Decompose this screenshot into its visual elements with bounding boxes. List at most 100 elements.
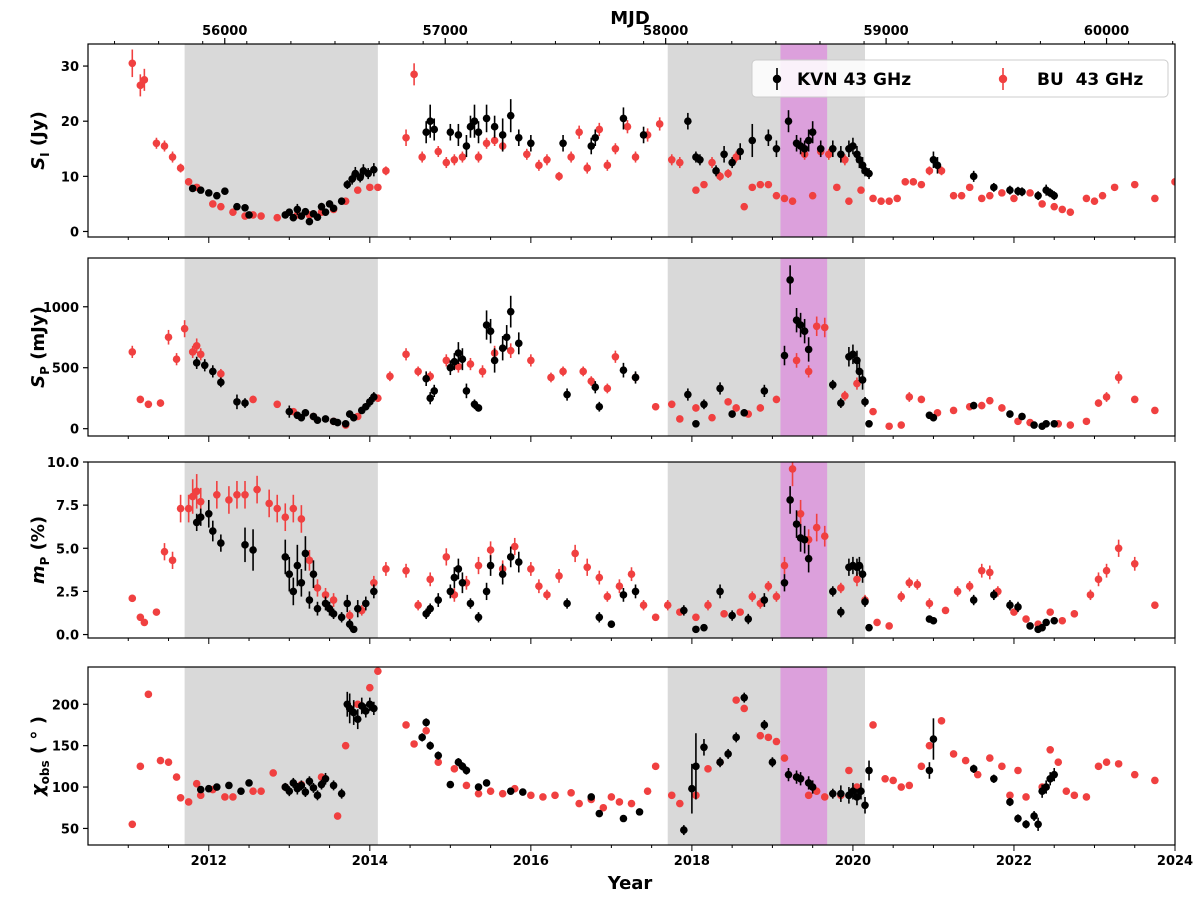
data-point-bu bbox=[611, 352, 620, 361]
data-point-bu bbox=[897, 421, 906, 429]
data-point-kvn bbox=[760, 721, 769, 729]
data-point-kvn bbox=[209, 527, 217, 535]
top-axis-ticks: 56000 57000 58000 59000 60000 bbox=[114, 24, 1174, 44]
data-point-kvn bbox=[688, 784, 696, 793]
data-point-bu bbox=[442, 158, 451, 167]
legend-label-kvn: KVN 43 GHz bbox=[797, 70, 911, 90]
data-point-bu bbox=[655, 120, 664, 128]
data-point-bu bbox=[724, 398, 732, 406]
data-point-kvn bbox=[680, 606, 688, 615]
data-point-bu bbox=[571, 549, 579, 558]
data-point-kvn bbox=[341, 420, 350, 428]
top-axis-label: MJD bbox=[610, 8, 650, 29]
y-axis-label-main: χ bbox=[28, 783, 49, 797]
data-point-bu bbox=[740, 704, 749, 713]
data-point-kvn bbox=[321, 415, 330, 423]
data-point-bu bbox=[160, 142, 169, 150]
data-point-bu bbox=[442, 356, 451, 365]
data-point-kvn bbox=[506, 307, 515, 316]
data-point-bu bbox=[1006, 791, 1014, 800]
data-point-kvn bbox=[837, 399, 845, 407]
data-point-bu bbox=[156, 756, 165, 765]
y-tick-label: 1000 bbox=[43, 301, 79, 316]
data-point-bu bbox=[281, 513, 290, 522]
data-point-kvn bbox=[929, 616, 938, 625]
data-point-bu bbox=[1066, 208, 1075, 216]
data-point-bu bbox=[506, 346, 515, 355]
data-point-bu bbox=[180, 324, 189, 333]
data-point-bu bbox=[1082, 793, 1091, 801]
data-point-bu bbox=[229, 793, 237, 801]
data-point-bu bbox=[414, 367, 422, 376]
data-point-bu bbox=[434, 758, 443, 767]
x-tick-label: 2018 bbox=[674, 854, 710, 869]
data-point-bu bbox=[474, 561, 483, 570]
data-point-kvn bbox=[349, 625, 358, 634]
data-point-bu bbox=[788, 197, 797, 205]
data-point-bu bbox=[732, 404, 740, 412]
data-point-kvn bbox=[1026, 622, 1034, 630]
data-point-bu bbox=[1086, 591, 1095, 599]
data-point-kvn bbox=[1018, 187, 1026, 196]
y-tick-label: 200 bbox=[52, 698, 79, 713]
data-point-kvn bbox=[1050, 616, 1059, 625]
data-point-bu bbox=[527, 565, 535, 573]
data-point-kvn bbox=[361, 599, 370, 608]
data-point-kvn bbox=[426, 604, 435, 613]
data-point-bu bbox=[551, 791, 559, 800]
data-point-kvn bbox=[430, 125, 439, 134]
data-point-bu bbox=[543, 591, 551, 599]
data-point-kvn bbox=[426, 394, 435, 403]
data-point-kvn bbox=[506, 553, 515, 561]
data-point-bu bbox=[241, 490, 249, 499]
x-tick-label: 2020 bbox=[835, 854, 871, 869]
data-point-bu bbox=[329, 596, 338, 604]
data-point-bu bbox=[225, 496, 233, 504]
data-point-kvn bbox=[990, 774, 998, 783]
data-point-bu bbox=[611, 144, 620, 153]
data-point-bu bbox=[168, 556, 177, 565]
data-point-kvn bbox=[595, 402, 604, 411]
data-point-bu bbox=[1058, 616, 1067, 625]
data-point-bu bbox=[676, 158, 684, 167]
data-point-bu bbox=[450, 765, 459, 773]
data-point-kvn bbox=[760, 596, 769, 604]
data-point-bu bbox=[607, 793, 616, 801]
data-point-kvn bbox=[748, 136, 757, 145]
data-point-bu bbox=[128, 594, 137, 603]
data-point-bu bbox=[603, 592, 612, 601]
data-point-bu bbox=[341, 741, 350, 750]
data-point-kvn bbox=[301, 409, 310, 417]
data-point-kvn bbox=[321, 599, 330, 608]
data-point-bu bbox=[366, 683, 374, 692]
data-point-kvn bbox=[728, 158, 736, 167]
data-point-bu bbox=[772, 395, 781, 404]
data-point-kvn bbox=[712, 167, 720, 175]
data-point-bu bbox=[973, 770, 982, 779]
data-point-bu bbox=[949, 750, 958, 758]
data-point-bu bbox=[209, 200, 217, 208]
data-point-bu bbox=[708, 158, 716, 167]
data-point-bu bbox=[986, 754, 994, 762]
data-point-bu bbox=[965, 582, 974, 591]
data-point-bu bbox=[152, 608, 161, 616]
data-point-kvn bbox=[474, 128, 483, 137]
data-point-bu bbox=[152, 139, 161, 148]
data-point-kvn bbox=[858, 570, 867, 578]
data-point-kvn bbox=[188, 184, 197, 193]
data-point-kvn bbox=[506, 787, 515, 795]
data-point-kvn bbox=[808, 783, 817, 791]
data-point-kvn bbox=[740, 693, 749, 702]
y-axis-label: χobs ( ° ) bbox=[28, 716, 52, 797]
data-point-kvn bbox=[309, 784, 318, 792]
data-point-bu bbox=[128, 348, 137, 356]
data-point-bu bbox=[1102, 393, 1111, 401]
data-point-bu bbox=[313, 584, 322, 592]
data-point-bu bbox=[305, 556, 314, 565]
data-point-kvn bbox=[1030, 812, 1038, 820]
panel-frame bbox=[87, 666, 1176, 846]
data-point-bu bbox=[176, 164, 185, 172]
data-point-bu bbox=[913, 580, 922, 589]
data-point-kvn bbox=[786, 276, 794, 284]
